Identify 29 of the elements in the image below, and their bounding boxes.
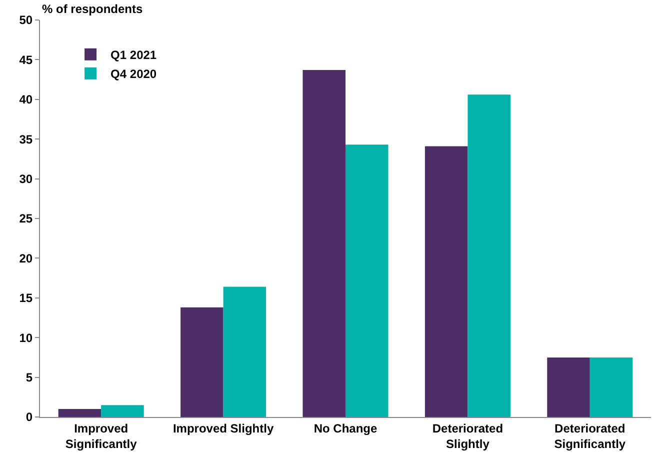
bar [468,94,510,417]
x-tick-label: Improved Significantly [65,421,138,451]
bar [346,144,388,417]
y-axis-title: % of respondents [42,2,143,16]
x-tick-label: Deteriorated Significantly [554,421,626,451]
bar [424,146,468,417]
x-tick-label: Deteriorated Slightly [432,421,504,451]
x-tick-label: No Change [314,421,378,436]
y-tick-label: 5 [26,370,33,384]
x-tick-label: Improved Slightly [172,421,274,436]
bar [590,357,633,417]
y-tick-label: 20 [19,251,33,266]
y-tick-label: 0 [26,410,33,424]
y-tick-label: 40 [19,92,33,107]
y-tick-label: 45 [19,52,33,67]
bar [180,307,224,417]
y-tick-label: 50 [19,13,33,28]
bar [547,357,590,417]
bar [101,405,144,417]
legend-label: Q4 2020 [110,67,157,82]
y-tick-label: 25 [19,212,33,226]
bar [223,286,266,417]
bar [302,70,346,417]
y-tick-label: 15 [19,291,33,306]
y-tick-label: 30 [19,172,33,186]
bar [58,409,102,417]
legend-label: Q1 2021 [110,48,157,62]
y-tick-label: 10 [19,330,33,345]
y-tick-label: 35 [19,132,33,146]
